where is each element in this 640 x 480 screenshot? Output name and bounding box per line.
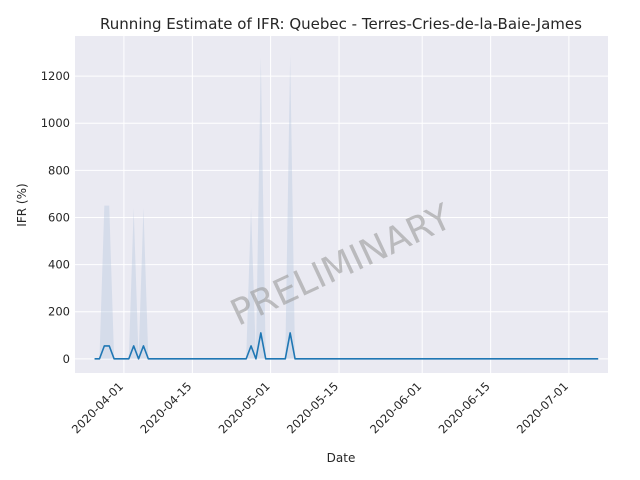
ifr-estimate-line — [94, 332, 599, 360]
data-points — [94, 332, 599, 359]
x-tick-label: 2020-07-01 — [514, 379, 571, 436]
x-tick-label: 2020-04-15 — [137, 379, 194, 436]
y-tick-label: 0 — [63, 352, 70, 366]
y-gridlines — [75, 75, 608, 360]
x-axis-label: Date — [327, 451, 356, 465]
y-tick-label: 1000 — [41, 116, 70, 130]
y-tick-labels: 0 200 400 600 800 1000 1200 — [41, 69, 70, 366]
y-tick-label: 600 — [48, 210, 70, 224]
x-tick-label: 2020-05-01 — [216, 379, 273, 436]
x-tick-label: 2020-06-01 — [367, 379, 424, 436]
chart-title: Running Estimate of IFR: Quebec - Terres… — [100, 15, 582, 33]
y-tick-label: 200 — [48, 305, 70, 319]
x-tick-label: 2020-04-01 — [69, 379, 126, 436]
confidence-band — [94, 54, 599, 359]
plot-background — [75, 36, 608, 373]
y-tick-label: 1200 — [41, 69, 70, 83]
x-tick-label: 2020-05-15 — [284, 379, 341, 436]
x-tick-labels: 2020-04-01 2020-04-15 2020-05-01 2020-05-15… — [69, 379, 571, 436]
y-axis-label: IFR (%) — [15, 183, 29, 226]
y-tick-label: 400 — [48, 258, 70, 272]
x-tick-label: 2020-06-15 — [436, 379, 493, 436]
y-tick-label: 800 — [48, 163, 70, 177]
x-gridlines — [123, 36, 570, 373]
